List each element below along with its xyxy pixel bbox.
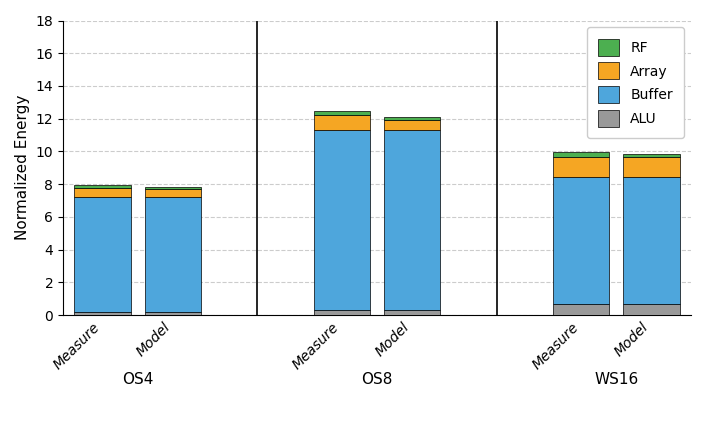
Legend: RF, Array, Buffer, ALU: RF, Array, Buffer, ALU	[587, 27, 684, 138]
Text: OS4: OS4	[122, 372, 153, 388]
Text: OS8: OS8	[361, 372, 393, 388]
Bar	[145, 187, 201, 189]
Bar	[313, 111, 370, 116]
Bar	[623, 177, 680, 305]
Bar	[313, 310, 370, 315]
Bar	[313, 130, 370, 310]
Bar	[384, 310, 441, 315]
Bar	[553, 177, 609, 305]
Bar	[553, 305, 609, 315]
Bar	[553, 157, 609, 177]
Bar	[623, 154, 680, 157]
Bar	[74, 185, 131, 188]
Bar	[623, 305, 680, 315]
Bar	[384, 121, 441, 130]
Bar	[74, 312, 131, 315]
Bar	[145, 197, 201, 312]
Bar	[384, 130, 441, 310]
Text: WS16: WS16	[594, 372, 638, 388]
Bar	[145, 312, 201, 315]
Bar	[313, 116, 370, 130]
Bar	[74, 197, 131, 312]
Bar	[384, 117, 441, 121]
Bar	[74, 188, 131, 197]
Y-axis label: Normalized Energy: Normalized Energy	[15, 95, 30, 241]
Bar	[553, 152, 609, 157]
Bar	[145, 189, 201, 197]
Bar	[623, 157, 680, 177]
